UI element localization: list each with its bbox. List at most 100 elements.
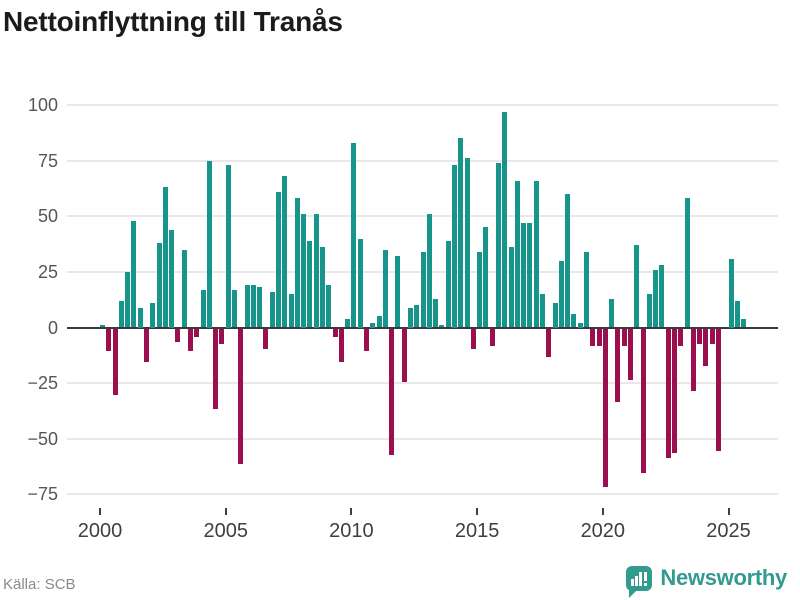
bar-2004Q2: [206, 160, 212, 328]
bar-2007Q1: [276, 191, 281, 328]
bar-2023Q1: [678, 328, 684, 347]
bar-2006Q2: [257, 287, 263, 328]
x-axis-label: 2015: [454, 520, 500, 542]
bar-2023Q2: [684, 198, 690, 328]
bar-2012Q3: [414, 305, 420, 328]
bar-2023Q4: [697, 328, 703, 345]
bar-2005Q1: [225, 165, 231, 328]
bar-2019Q4: [596, 328, 602, 347]
logo-exclamation-dot: [644, 583, 648, 586]
bar-2018Q1: [552, 303, 558, 328]
bar-2015Q1: [477, 251, 483, 328]
bar-2024Q2: [709, 328, 715, 345]
bar-2019Q2: [584, 251, 589, 328]
bar-2000Q1: [100, 325, 105, 328]
x-tick-2020: [601, 508, 604, 515]
bar-2021Q3: [640, 328, 646, 474]
bar-2022Q2: [659, 265, 665, 328]
bar-2001Q1: [125, 271, 131, 328]
bar-2010Q2: [357, 238, 363, 328]
bar-2021Q4: [646, 294, 652, 328]
x-axis-label: 2025: [706, 520, 751, 542]
bar-2013Q4: [445, 240, 451, 328]
logo-bar-icon: [639, 572, 643, 586]
bar-2022Q3: [665, 328, 671, 458]
bar-2006Q1: [250, 285, 256, 328]
y-axis-label: 0: [47, 317, 58, 338]
bar-2013Q2: [433, 298, 439, 328]
bar-2024Q1: [703, 328, 709, 367]
gridline-50: [67, 215, 778, 218]
newsworthy-logo-text: Newsworthy: [660, 565, 787, 590]
bar-2016Q3: [514, 180, 520, 328]
bar-2003Q1: [175, 328, 181, 342]
bar-2025Q1: [728, 258, 734, 328]
x-tick-2015: [476, 508, 479, 515]
bar-2006Q4: [269, 291, 275, 328]
bar-2020Q3: [615, 328, 621, 402]
x-tick-2010: [350, 508, 353, 515]
gridline--50: [67, 437, 778, 440]
bar-2002Q2: [156, 242, 162, 328]
bar-2011Q4: [395, 256, 401, 328]
bar-2010Q1: [351, 142, 357, 328]
bar-2016Q1: [502, 111, 508, 328]
bar-2022Q4: [672, 328, 677, 454]
newsworthy-logo: Newsworthy: [626, 563, 787, 598]
bar-2006Q3: [263, 328, 269, 349]
x-axis-label: 2010: [329, 520, 374, 542]
x-axis-label: 2005: [203, 520, 248, 542]
bar-2017Q4: [546, 328, 552, 358]
bar-2025Q2: [734, 300, 740, 328]
bar-2017Q3: [540, 294, 545, 328]
bar-2023Q3: [690, 328, 696, 391]
bar-2009Q3: [338, 328, 344, 362]
zero-axis-line: [67, 326, 778, 329]
bar-2020Q4: [621, 328, 627, 347]
bar-2003Q2: [181, 249, 187, 328]
y-axis-label: −25: [27, 373, 58, 394]
bar-2021Q2: [634, 245, 640, 328]
bar-2016Q4: [521, 222, 527, 328]
bar-2013Q3: [439, 325, 445, 328]
bar-2013Q1: [426, 214, 432, 328]
y-axis-label: 25: [37, 261, 58, 282]
bar-2004Q3: [213, 328, 219, 409]
bar-2011Q1: [376, 316, 382, 328]
bar-2007Q3: [288, 294, 294, 328]
bar-2001Q4: [144, 328, 149, 362]
bar-2004Q4: [219, 328, 225, 345]
bar-2017Q2: [533, 180, 539, 328]
source-caption: Källa: SCB: [3, 576, 76, 593]
bar-2019Q1: [577, 323, 583, 328]
bar-2005Q3: [238, 328, 244, 465]
bar-2018Q4: [571, 314, 577, 328]
logo-bar-icon: [635, 576, 639, 586]
bar-2001Q2: [131, 220, 137, 328]
y-axis-label: 50: [37, 206, 58, 227]
x-tick-2025: [727, 508, 730, 515]
bar-2021Q1: [628, 328, 633, 380]
bar-2007Q4: [294, 198, 300, 328]
bar-2020Q2: [609, 298, 615, 328]
bar-2005Q4: [244, 285, 250, 328]
bar-2014Q3: [464, 158, 470, 328]
y-axis-label: 100: [27, 94, 58, 115]
bar-2014Q2: [458, 138, 464, 328]
bar-2011Q2: [382, 249, 388, 328]
logo-exclamation-icon: [644, 572, 648, 581]
bar-2003Q4: [194, 328, 200, 338]
bar-2003Q3: [188, 328, 193, 351]
bar-2022Q1: [653, 269, 659, 328]
x-tick-2000: [99, 508, 101, 515]
bar-2008Q2: [307, 240, 313, 328]
newsworthy-logo-icon: [626, 566, 653, 598]
logo-speech-tail: [629, 590, 638, 598]
gridline--75: [67, 493, 778, 496]
bar-2009Q4: [345, 318, 351, 328]
bar-2012Q1: [401, 328, 407, 382]
bar-2018Q3: [565, 193, 571, 328]
bar-2025Q3: [741, 318, 747, 328]
bar-2002Q3: [162, 187, 168, 328]
